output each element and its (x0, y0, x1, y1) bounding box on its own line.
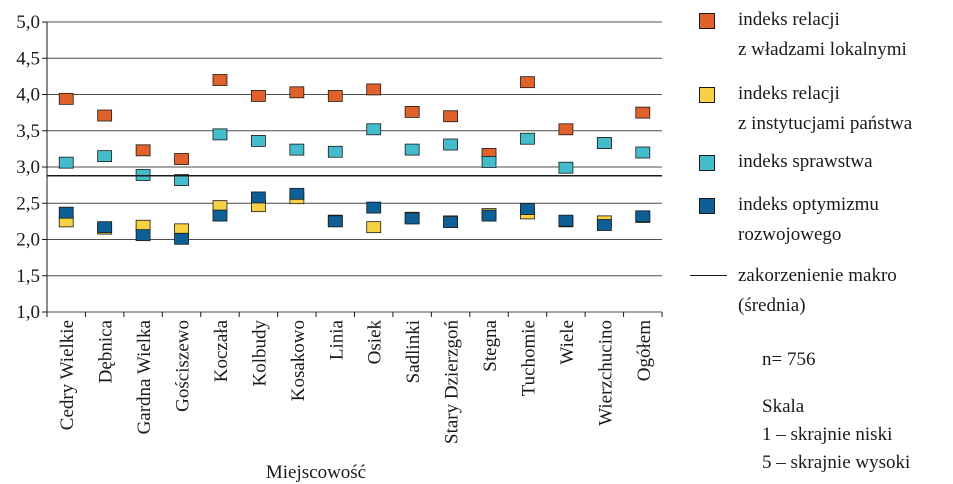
data-point-series-2 (366, 123, 382, 136)
sample-size-note: n= 756 (762, 349, 816, 370)
x-axis-label: Miejscowość (266, 462, 366, 483)
x-tick-label: Stegna (480, 319, 501, 371)
legend-label-line1: indeks optymizmu (738, 194, 879, 215)
legend-swatch-cyan (699, 155, 715, 171)
x-axis: Cedry Wielkie Dębnica Gardna Wielka Gościsz… (46, 312, 663, 444)
data-point-series-3 (212, 209, 228, 222)
y-tick-label: 1,0 (16, 302, 40, 323)
data-point-series-2 (520, 132, 535, 145)
legend-label-line1: indeks relacji (738, 83, 840, 104)
data-point-series-0 (558, 123, 574, 136)
scale-title: Skala (762, 396, 805, 417)
x-tick-label: Cedry Wielkie (57, 320, 78, 430)
data-point-series-3 (251, 191, 266, 204)
x-tick-label: Osiek (365, 320, 386, 365)
data-point-series-0 (174, 153, 189, 165)
data-point-series-1 (366, 221, 382, 234)
data-marks (58, 74, 651, 245)
legend-label-line2: z władzami lokalnymi (738, 39, 907, 60)
x-tick-label: Dębnica (96, 319, 117, 383)
data-point-series-2 (58, 156, 74, 169)
data-point-series-0 (635, 106, 651, 119)
y-tick-label: 5,0 (16, 12, 40, 33)
legend-swatch-orange (699, 13, 715, 29)
data-point-series-0 (135, 144, 151, 157)
legend-line-black (690, 275, 727, 276)
y-tick-label: 3,5 (16, 121, 40, 142)
legend-label-line1: indeks sprawstwa (738, 151, 873, 172)
x-tick-label: Ogółem (634, 320, 655, 381)
data-point-series-0 (404, 106, 420, 118)
data-point-series-0 (366, 83, 382, 96)
scale-low-note: 1 – skrajnie niski (762, 424, 893, 445)
y-tick-label: 3,0 (16, 157, 40, 178)
data-point-series-2 (212, 128, 228, 141)
x-tick-label: Stary Dzierzgoń (442, 320, 463, 444)
data-point-series-3 (404, 212, 420, 225)
data-point-series-3 (520, 203, 535, 215)
data-point-series-3 (58, 206, 74, 219)
data-point-series-0 (97, 109, 113, 122)
data-point-series-0 (289, 86, 305, 99)
data-point-series-3 (596, 219, 612, 231)
data-point-series-2 (327, 145, 343, 158)
data-point-series-2 (251, 134, 266, 147)
x-tick-label: Linia (326, 319, 347, 360)
data-point-series-3 (135, 229, 151, 242)
data-point-series-0 (520, 76, 535, 89)
x-tick-label: Gościszewo (173, 320, 194, 412)
data-point-series-0 (212, 74, 228, 86)
data-point-series-3 (97, 221, 113, 234)
data-point-series-3 (327, 215, 343, 228)
data-point-series-2 (635, 146, 651, 159)
x-tick-label: Kosakowo (288, 320, 309, 401)
data-point-series-3 (289, 187, 305, 200)
data-point-series-3 (481, 209, 497, 222)
legend-swatch-navy (699, 198, 715, 214)
data-point-series-2 (558, 161, 574, 174)
data-point-series-0 (443, 110, 458, 123)
scale-high-note: 5 – skrajnie wysoki (762, 452, 911, 473)
y-tick-label: 2,0 (16, 230, 40, 251)
data-point-series-2 (289, 143, 305, 156)
x-tick-label: Sadlinki (403, 320, 424, 383)
data-point-series-3 (558, 214, 574, 227)
x-tick-label: Wierzchucino (595, 320, 616, 426)
data-point-series-2 (404, 143, 420, 156)
chart-plot: 1,0 1,5 2,0 2,5 3,0 3,5 4,0 4,5 5,0 Cedry Wielki… (16, 12, 663, 483)
legend-label-line2: (średnia) (738, 295, 806, 316)
data-point-series-2 (97, 150, 113, 163)
legend-label-line2: z instytucjami państwa (738, 113, 913, 134)
data-point-series-0 (327, 90, 343, 102)
data-point-series-2 (481, 156, 497, 168)
data-point-series-3 (174, 232, 189, 245)
y-tick-label: 4,0 (16, 85, 40, 106)
legend-label-line2: rozwojowego (738, 224, 842, 245)
data-point-series-0 (251, 90, 266, 102)
data-point-series-0 (58, 92, 74, 105)
data-point-series-2 (596, 137, 612, 149)
y-tick-label: 2,5 (16, 193, 40, 214)
y-tick-label: 4,5 (16, 48, 40, 69)
legend-swatch-yellow (699, 87, 715, 103)
data-point-series-2 (443, 138, 458, 151)
legend-label-line1: zakorzenienie makro (738, 265, 897, 286)
x-tick-label: Tuchomie (518, 320, 539, 396)
data-point-series-3 (366, 201, 382, 214)
x-tick-label: Wiele (557, 320, 578, 365)
y-axis: 1,0 1,5 2,0 2,5 3,0 3,5 4,0 4,5 5,0 (16, 12, 48, 323)
legend: indeks relacji z władzami lokalnymi inde… (690, 0, 953, 484)
y-tick-label: 1,5 (16, 266, 40, 287)
x-tick-label: Kolbudy (249, 320, 270, 387)
x-tick-label: Gardna Wielka (134, 319, 155, 434)
data-point-series-2 (174, 174, 189, 186)
legend-label-line1: indeks relacji (738, 9, 840, 30)
data-point-series-3 (443, 216, 458, 229)
x-tick-label: Koczała (211, 319, 232, 382)
data-point-series-3 (635, 210, 651, 223)
